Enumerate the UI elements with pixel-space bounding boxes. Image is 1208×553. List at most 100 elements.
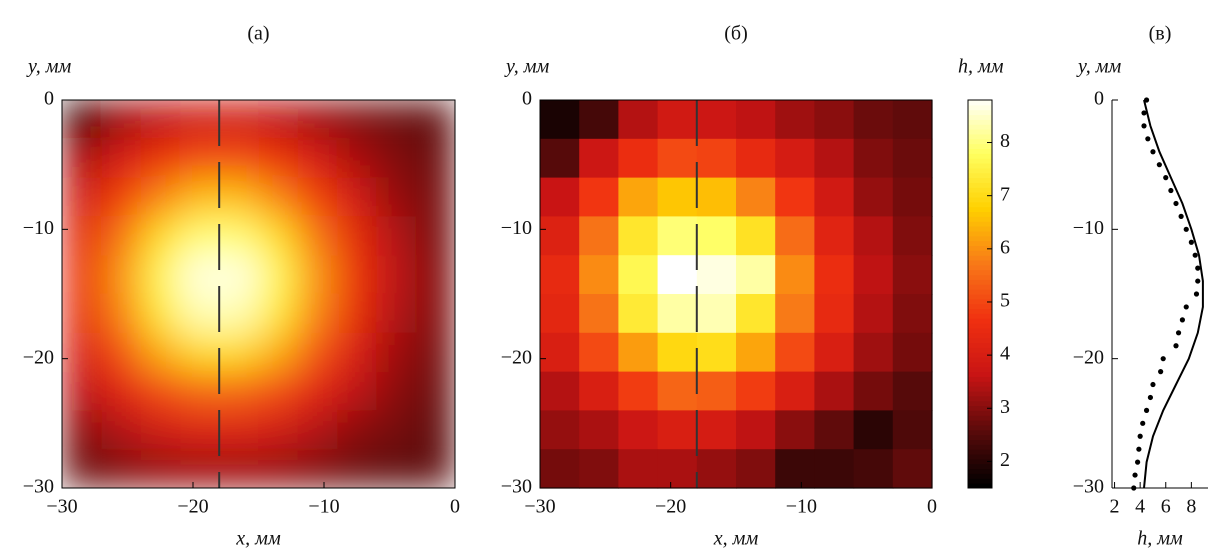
colorbar-swatch xyxy=(968,380,992,387)
colorbar-swatch xyxy=(968,220,992,227)
y-tick-label: −20 xyxy=(23,346,54,368)
heat-cell xyxy=(853,332,894,373)
heat-cell xyxy=(579,138,619,179)
profile-line xyxy=(1143,99,1204,489)
colorbar-swatch xyxy=(968,308,992,314)
colorbar-swatch xyxy=(968,264,992,271)
heat-cell xyxy=(337,371,377,411)
heat-cell xyxy=(258,100,299,140)
heat-cell xyxy=(853,255,894,295)
heat-cell xyxy=(415,216,455,256)
colorbar-swatch xyxy=(968,414,992,421)
heat-cell xyxy=(297,216,338,256)
colorbar-swatch xyxy=(968,429,992,436)
heat-cell xyxy=(62,138,102,179)
data-point xyxy=(1136,446,1142,452)
heat-cell xyxy=(736,371,776,411)
y-tick-label: 0 xyxy=(1094,88,1104,110)
heat-cell xyxy=(618,177,659,217)
heat-cell xyxy=(376,371,417,411)
heat-cell xyxy=(337,100,377,140)
heat-cell xyxy=(337,449,377,488)
heat-cell xyxy=(62,371,102,411)
heat-cell xyxy=(736,410,776,450)
colorbar-swatch xyxy=(968,439,992,445)
heat-cell xyxy=(297,371,338,411)
heat-cell xyxy=(140,294,181,334)
heat-cell xyxy=(219,216,260,256)
data-point xyxy=(1137,433,1143,439)
heat-cell xyxy=(853,138,894,179)
colorbar-swatch xyxy=(968,283,992,290)
heat-cell xyxy=(258,255,299,295)
heat-cell xyxy=(219,177,260,217)
data-point xyxy=(1192,252,1198,258)
heat-cell xyxy=(219,138,260,179)
heat-cell xyxy=(415,177,455,217)
heat-cell xyxy=(101,294,142,334)
heat-cell xyxy=(853,177,894,217)
data-point xyxy=(1140,420,1146,426)
heat-cell xyxy=(736,255,776,295)
heat-cell xyxy=(579,371,619,411)
heat-cell xyxy=(657,294,698,334)
colorbar-swatch xyxy=(968,375,992,382)
heat-cell xyxy=(62,255,102,295)
heat-cell xyxy=(657,177,698,217)
colorbar-swatch xyxy=(968,409,992,416)
colorbar-swatch xyxy=(968,157,992,164)
colorbar-swatch xyxy=(968,371,992,377)
y-axis-label: y, мм xyxy=(1076,56,1122,78)
heat-cell xyxy=(376,410,417,450)
heat-cell xyxy=(657,371,698,411)
heat-cell xyxy=(618,332,659,373)
heat-cell xyxy=(618,294,659,334)
heat-cell xyxy=(62,294,102,334)
heat-cell xyxy=(140,332,181,373)
heat-cell xyxy=(696,294,737,334)
colorbar-swatch xyxy=(968,293,992,300)
colorbar-swatch xyxy=(968,356,992,363)
heat-cell xyxy=(579,255,619,295)
colorbar-swatch xyxy=(968,458,992,465)
colorbar-swatch xyxy=(968,235,992,242)
heatmap-cells xyxy=(62,100,455,488)
heat-cell xyxy=(579,332,619,373)
heat-cell xyxy=(140,410,181,450)
heat-cell xyxy=(892,100,933,140)
heat-cell xyxy=(140,255,181,295)
heat-cell xyxy=(219,100,260,140)
panel-title: (a) xyxy=(247,23,269,45)
heat-cell xyxy=(814,332,855,373)
heat-cell xyxy=(853,449,894,489)
heat-cell xyxy=(540,371,580,411)
heat-cell xyxy=(219,410,260,450)
heat-cell xyxy=(62,332,102,373)
data-point xyxy=(1183,304,1189,310)
heat-cell xyxy=(297,177,338,217)
heat-cell xyxy=(219,294,260,334)
heat-cell xyxy=(258,449,299,488)
x-axis-label: x, мм xyxy=(235,528,281,550)
heat-cell xyxy=(618,255,659,295)
heat-cell xyxy=(297,410,338,450)
heat-cell xyxy=(140,216,181,256)
heat-cell xyxy=(415,449,455,488)
heat-cell xyxy=(540,255,580,295)
x-tick-label: −10 xyxy=(786,496,817,518)
heat-cell xyxy=(696,371,737,411)
heat-cell xyxy=(179,177,220,217)
heat-cell xyxy=(337,332,377,373)
heat-cell xyxy=(337,216,377,256)
colorbar-swatch xyxy=(968,99,992,106)
heat-cell xyxy=(297,138,338,179)
colorbar-swatch xyxy=(968,249,992,256)
data-point xyxy=(1147,394,1153,401)
colorbar-tick-label: 4 xyxy=(1000,343,1010,365)
data-point xyxy=(1150,149,1156,155)
colorbar-swatch xyxy=(968,443,992,450)
heat-cell xyxy=(337,177,377,217)
heat-cell xyxy=(892,294,933,334)
heat-cell xyxy=(179,332,220,373)
